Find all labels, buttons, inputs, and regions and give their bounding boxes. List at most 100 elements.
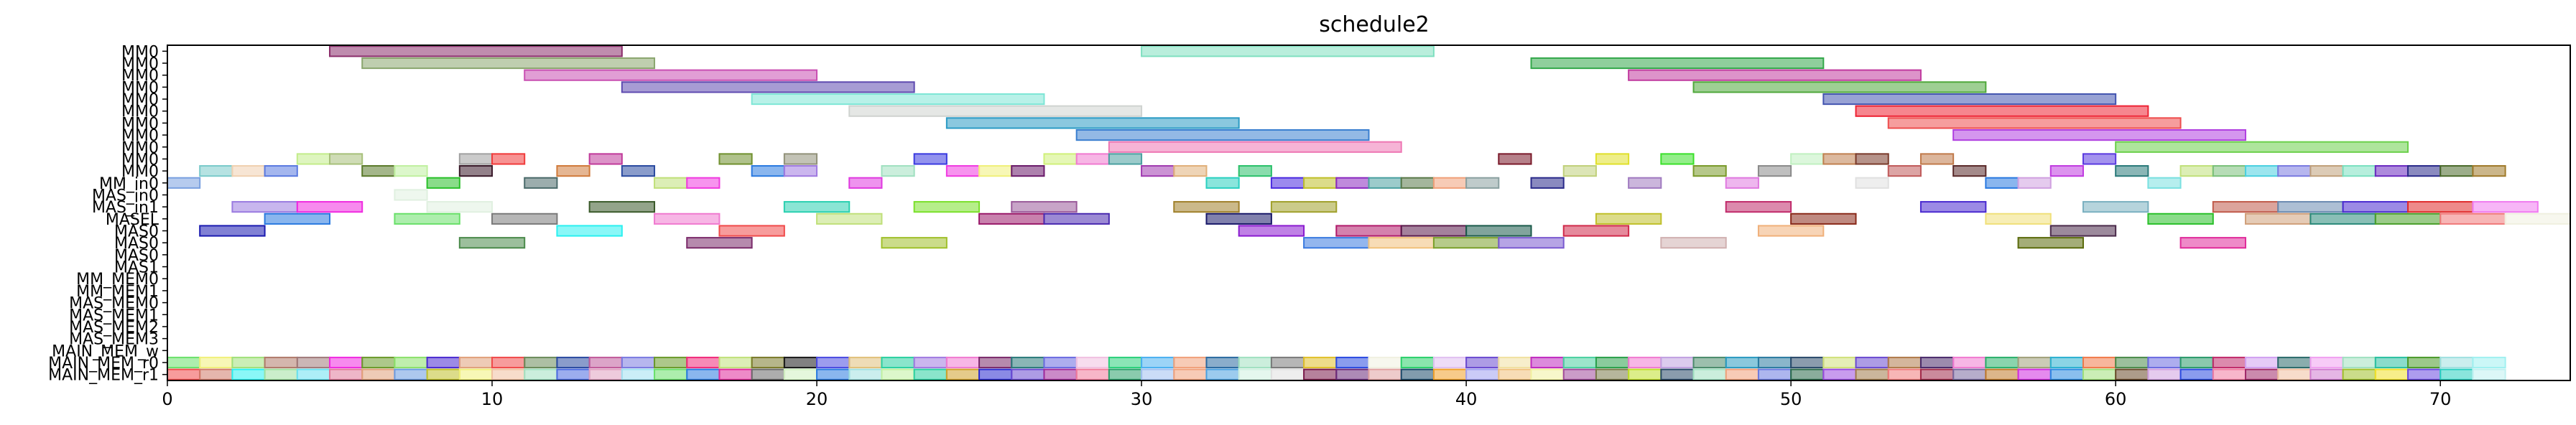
task-bar [718,153,753,165]
task-bar [1173,356,1208,369]
task-bar [1043,356,1078,369]
task-bar [2406,356,2442,369]
task-bar [1270,356,1305,369]
task-bar [913,201,981,213]
task-bar [2406,368,2442,380]
task-bar [1757,356,1792,369]
task-bar [1368,177,1402,189]
task-bar [881,368,915,380]
row-label: MM0 [121,163,159,181]
task-bar [2082,368,2117,380]
task-bar [2049,165,2084,177]
task-bar [2212,201,2279,213]
task-bar [264,356,298,369]
task-bar [231,165,266,177]
x-tick-label: 0 [162,389,172,409]
task-bar [458,165,494,177]
task-bar [1465,368,1500,380]
task-bar [2049,225,2117,237]
task-bar [1530,57,1825,70]
task-bar [2342,201,2409,213]
task-bar [1108,141,1402,153]
task-bar [1400,356,1435,369]
task-bar [913,356,948,369]
row-label: MM_MEM0 [76,271,159,289]
task-bar [1887,368,1922,380]
task-bar [1205,368,1240,380]
row-label: MAIN_MEM_r0 [48,355,159,373]
task-bar [1043,212,1110,225]
row-label: MAIN_MEM_w [52,342,159,360]
task-bar [1108,368,1143,380]
task-bar [751,165,785,177]
task-bar [264,368,298,380]
task-bar [2472,368,2506,380]
task-bar [361,57,656,70]
task-bar [1822,356,1857,369]
task-bar [1887,356,1922,369]
task-bar [913,368,948,380]
task-bar [2309,212,2376,225]
task-bar [2179,356,2214,369]
task-bar [2277,165,2312,177]
row-labels: MM0MM0MM0MM0MM0MM0MM0MM0MM0MM0MM0MM_in0M… [48,43,167,385]
task-bar [1855,153,1889,165]
task-bar [2374,356,2409,369]
task-bar [2406,201,2474,213]
x-tick-label: 70 [2429,389,2452,409]
row-label: MAIN_MEM_r1 [48,367,159,385]
task-bar [1628,368,1662,380]
task-bar [199,165,233,177]
task-bar [1562,368,1597,380]
task-bar [2212,356,2246,369]
row-label: MM0 [121,91,159,109]
task-bar [1919,201,1987,213]
task-bar [945,165,981,177]
task-bar [686,356,721,369]
task-bar [1855,105,2149,117]
task-bar [1173,201,1240,213]
task-bar [1303,356,1338,369]
task-bar [2049,368,2084,380]
task-bar [1530,356,1565,369]
task-bar [848,356,883,369]
task-bar [1562,356,1597,369]
task-bar [816,356,851,369]
task-bar [621,81,915,93]
task-bar [231,201,298,213]
task-bar [1368,237,1435,249]
task-bar [816,368,851,380]
task-bar [426,201,494,213]
task-bar [1011,165,1045,177]
task-bar [2342,368,2376,380]
row-label: MM0 [121,127,159,145]
task-bar [2115,356,2149,369]
task-bar [2115,141,2409,153]
task-bar [2342,356,2376,369]
x-tick-label: 60 [2105,389,2127,409]
task-bar [1660,368,1695,380]
task-bar [1011,201,1078,213]
task-bar [1595,356,1630,369]
task-bar [686,237,753,249]
task-bar [1432,177,1468,189]
task-bar [1400,177,1435,189]
task-bar [1692,356,1727,369]
task-bar [1757,165,1792,177]
row-label: MAS_MEM2 [69,319,159,337]
task-bar [718,225,785,237]
task-bar [458,153,494,165]
task-bar [1205,212,1272,225]
task-bar [1692,368,1727,380]
task-bar [1303,177,1338,189]
task-bar [296,356,331,369]
task-bar [2374,165,2409,177]
task-bar [1335,225,1402,237]
task-bar [621,165,656,177]
task-bar [1432,237,1500,249]
task-bar [1075,368,1110,380]
task-bar [1465,356,1500,369]
task-bar [1660,237,1727,249]
row-label: MM_MEM1 [76,283,159,301]
task-bar [978,356,1013,369]
